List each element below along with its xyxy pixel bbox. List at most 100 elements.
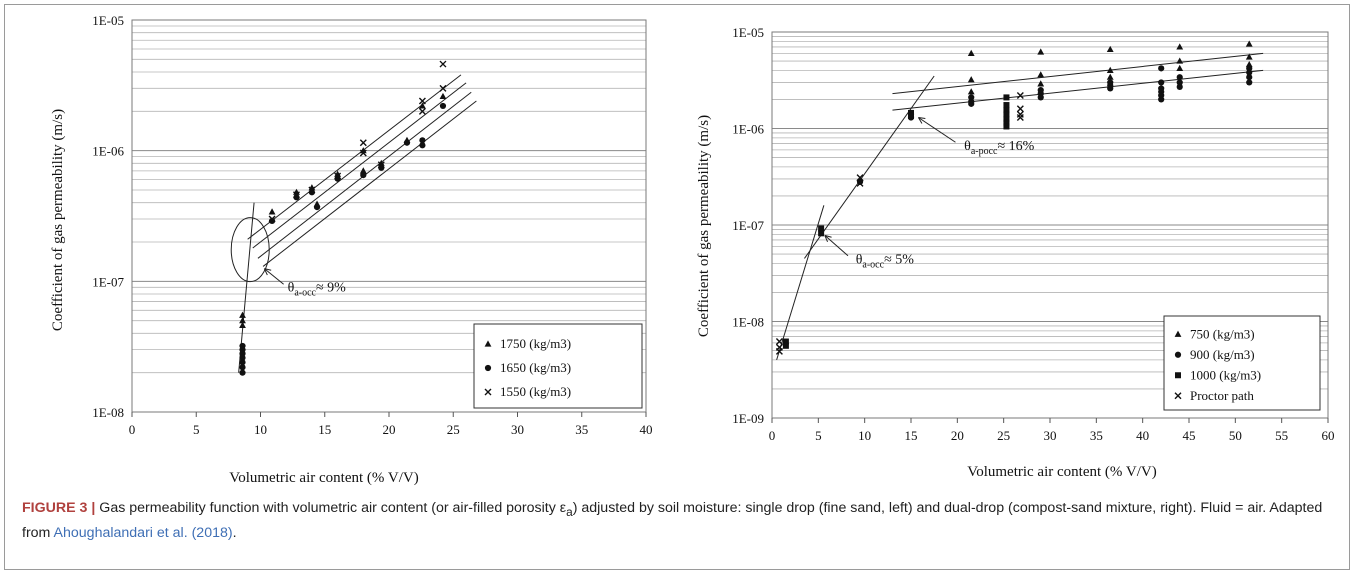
right-point-triangle	[1176, 57, 1184, 64]
left-x-tick-label: 10	[254, 422, 267, 437]
right-point-circle	[968, 100, 975, 107]
right-point-triangle	[967, 49, 975, 57]
left-legend-box	[473, 323, 643, 409]
left-point-circle	[403, 139, 411, 146]
left-point-triangle	[439, 92, 447, 100]
caption-reference-link[interactable]: Ahoughalandari et al. (2018)	[53, 524, 233, 541]
right-legend-marker	[1174, 330, 1182, 337]
left-fit-line	[262, 100, 477, 267]
right-x-tick-label: 60	[1322, 428, 1335, 443]
left-point-circle	[419, 142, 426, 149]
right-point-circle	[856, 178, 864, 185]
right-annotation-arrow	[918, 117, 956, 143]
right-y-tick-label: 1E-05	[732, 25, 764, 40]
right-y-tick-label: 1E-09	[732, 411, 764, 426]
right-point-x	[1016, 110, 1024, 118]
left-point-circle	[268, 217, 276, 225]
right-point-x	[1016, 114, 1024, 121]
right-y-tick-label: 1E-07	[732, 218, 764, 233]
right-annotation-subscript: a-occ	[862, 259, 884, 270]
right-legend-marker	[1174, 351, 1182, 358]
left-chart: 0 5 10 15 20 25 30 35 40 1E-08 1E-07 1E-06 1E-05 Vol…	[50, 13, 653, 486]
right-y-axis-label: Coefficient of gas permeability (m/s)	[696, 115, 712, 337]
right-annotation-value: ≈ 5%	[884, 252, 914, 267]
right-point-circle	[1158, 65, 1165, 72]
right-legend-box	[1163, 315, 1321, 411]
right-point-triangle	[1245, 53, 1253, 60]
right-point-x	[775, 338, 783, 346]
right-x-tick-label: 45	[1183, 428, 1196, 443]
right-point-x	[856, 179, 864, 187]
right-point-square	[818, 230, 825, 237]
left-data-points	[239, 60, 447, 376]
right-data-points	[775, 40, 1253, 355]
right-point-x	[1016, 91, 1024, 99]
left-point-triangle	[268, 208, 276, 215]
right-legend-label: Proctor path	[1190, 388, 1254, 403]
left-y-tick-label: 1E-07	[92, 274, 124, 289]
left-point-triangle	[239, 317, 246, 324]
left-y-axis-label: Coefficient of gas permeability (m/s)	[50, 109, 66, 331]
right-point-triangle	[1106, 66, 1114, 74]
left-point-triangle	[359, 167, 367, 174]
caption-subscript: a	[566, 504, 573, 519]
right-annotation-arrow	[824, 235, 849, 257]
right-point-triangle	[1245, 40, 1253, 47]
caption-text-b: ) adjusted by soil moisture: single drop…	[22, 500, 1323, 541]
right-annotation-symbol: θ	[856, 252, 863, 267]
left-point-x	[377, 161, 385, 169]
right-tick-labels: 0 5 10 15 20 25 30 35 40 45 50 55 60 1E-09 1E-08 1E-07 1…	[732, 25, 1334, 443]
left-point-triangle	[419, 102, 426, 109]
right-point-triangle	[1037, 80, 1045, 87]
left-point-x	[334, 172, 342, 180]
left-legend-marker	[484, 388, 492, 396]
right-point-circle	[1158, 79, 1165, 86]
left-y-tick-label: 1E-06	[92, 144, 124, 159]
right-point-x	[856, 174, 864, 182]
right-point-triangle	[1106, 45, 1114, 53]
right-point-square	[818, 225, 825, 232]
right-point-square	[782, 342, 789, 349]
right-x-tick-label: 15	[905, 428, 918, 443]
left-legend-label: 1750 (kg/m3)	[500, 336, 571, 351]
left-x-tick-label: 5	[193, 422, 200, 437]
right-point-square	[1003, 94, 1010, 101]
right-point-x	[1016, 105, 1024, 113]
left-point-x	[418, 97, 426, 105]
figure-caption: FIGURE 3 | Gas permeability function wit…	[22, 498, 1337, 544]
right-annotation-value: ≈ 16%	[997, 139, 1034, 154]
left-legend-label: 1650 (kg/m3)	[500, 360, 571, 375]
right-annotation-symbol: θ	[964, 139, 971, 154]
right-fit-lines	[776, 52, 1264, 361]
right-legend-marker	[1175, 372, 1181, 379]
right-x-tick-label: 40	[1136, 428, 1149, 443]
right-point-square	[1003, 107, 1010, 114]
left-point-circle	[239, 364, 246, 371]
right-x-tick-label: 55	[1275, 428, 1288, 443]
left-y-tick-label: 1E-08	[92, 405, 124, 420]
right-point-square	[1003, 102, 1010, 109]
left-x-axis-label: Volumetric air content (% V/V)	[229, 470, 418, 486]
left-fit-line	[252, 82, 467, 249]
left-point-triangle	[334, 170, 341, 177]
left-x-tick-label: 0	[129, 422, 136, 437]
left-point-circle	[313, 203, 321, 211]
right-fit-line	[804, 75, 935, 259]
left-annotation-subscript: a-occ	[294, 287, 316, 298]
left-point-circle	[239, 354, 246, 361]
right-point-circle	[1246, 74, 1253, 81]
right-y-tick-label: 1E-08	[732, 315, 764, 330]
left-point-circle	[439, 102, 447, 110]
left-point-x	[359, 149, 367, 157]
right-x-axis-label: Volumetric air content (% V/V)	[967, 464, 1156, 480]
left-x-tick-label: 20	[383, 422, 396, 437]
right-grid	[772, 36, 1328, 419]
left-annotations: θa-occ≈ 9%	[263, 268, 346, 298]
right-x-tick-label: 20	[951, 428, 964, 443]
right-point-circle	[1246, 69, 1253, 76]
left-x-tick-label: 35	[575, 422, 588, 437]
right-point-triangle	[1176, 43, 1184, 50]
left-fit-line	[247, 74, 462, 240]
right-point-circle	[1037, 94, 1044, 101]
right-fit-line	[776, 205, 825, 361]
